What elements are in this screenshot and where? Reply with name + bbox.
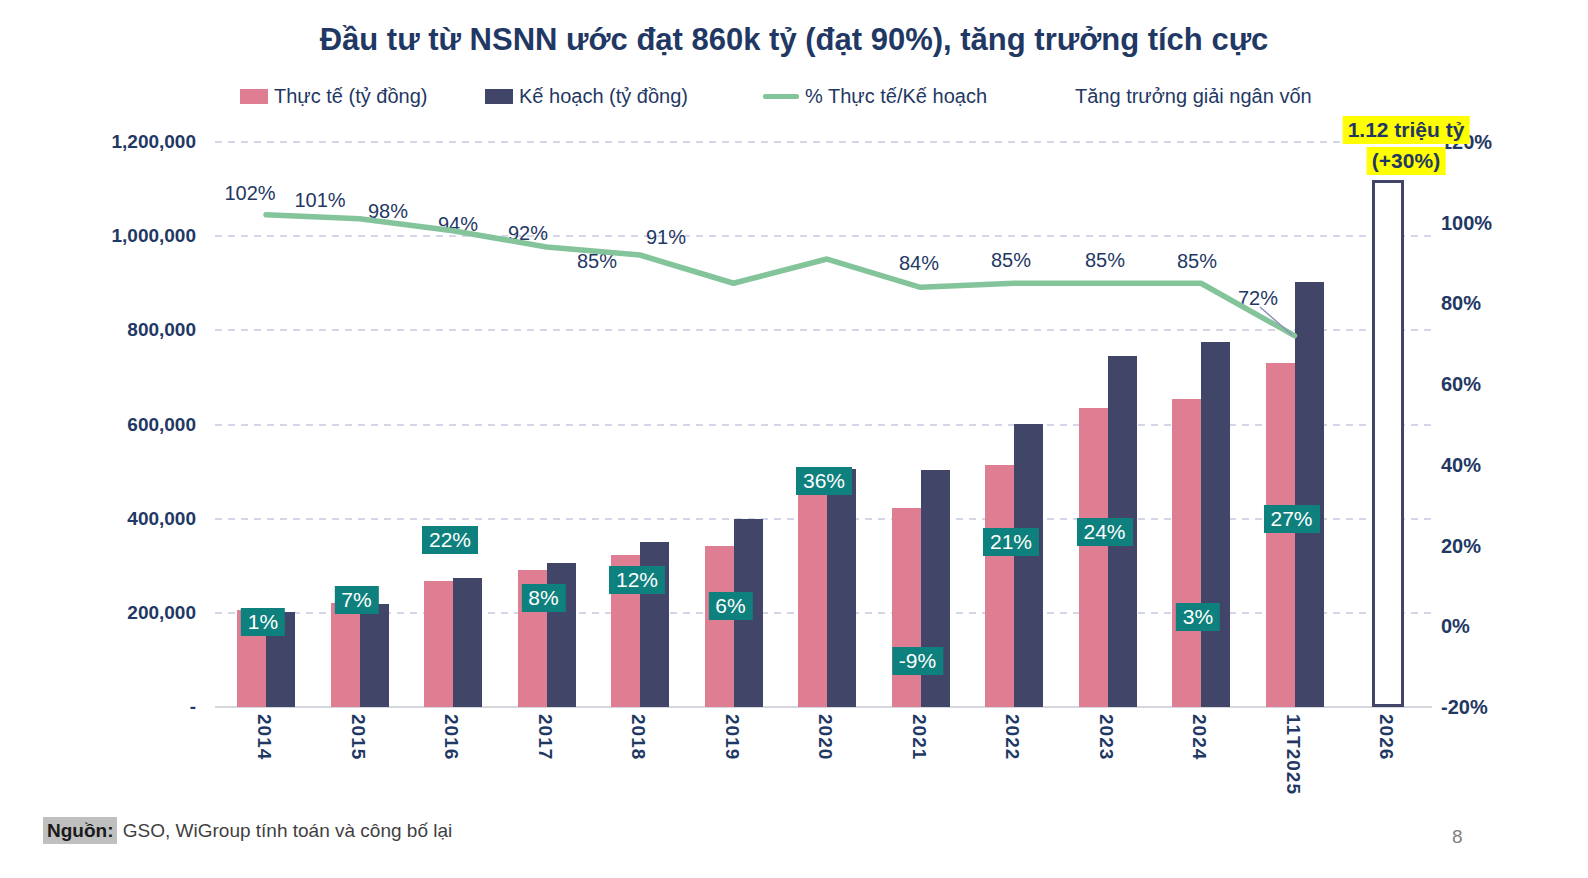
bar-plan-2022 (1014, 424, 1043, 707)
source-text: GSO, WiGroup tính toán và công bố lại (117, 820, 452, 841)
y-axis-right-tick: 20% (1441, 534, 1481, 557)
growth-badge-2021: -9% (892, 647, 943, 675)
bar-plan-2016 (453, 578, 482, 707)
x-axis-label-2021: 2021 (908, 714, 930, 760)
y-axis-right-tick: 80% (1441, 292, 1481, 315)
y-axis-left-tick: - (56, 696, 196, 718)
ratio-label-2015: 101% (294, 189, 345, 212)
bar-plan-2024 (1201, 342, 1230, 707)
x-axis-label-2020: 2020 (814, 714, 836, 760)
y-axis-left-tick: 600,000 (56, 414, 196, 436)
y-axis-right-tick: 60% (1441, 373, 1481, 396)
x-axis-label-2014: 2014 (253, 714, 275, 760)
bar-actual-2016 (424, 581, 453, 707)
x-axis-label-2022: 2022 (1001, 714, 1023, 760)
growth-badge-2018: 12% (609, 566, 665, 594)
ratio-label-2017: 94% (438, 213, 478, 236)
growth-badge-11T2025: 27% (1263, 505, 1319, 533)
x-axis-label-2018: 2018 (627, 714, 649, 760)
bar-actual-2022 (985, 465, 1014, 707)
growth-badge-2020: 36% (796, 467, 852, 495)
slide: Đầu tư từ NSNN ước đạt 860k tỷ (đạt 90%)… (0, 0, 1588, 878)
y-axis-right-tick: 0% (1441, 615, 1470, 638)
x-axis-label-2024: 2024 (1188, 714, 1210, 760)
growth-badge-2019: 6% (708, 592, 752, 620)
ratio-label-2014: 102% (224, 182, 275, 205)
legend-label-actual: Thực tế (tỷ đồng) (274, 85, 427, 108)
growth-badge-2016: 22% (422, 526, 478, 554)
ratio-label-2021: 84% (899, 252, 939, 275)
source-label: Nguồn: (43, 817, 117, 844)
legend-label-growth-note: Tăng trưởng giải ngân vốn (1075, 84, 1312, 108)
x-axis-label-2023: 2023 (1095, 714, 1117, 760)
growth-badge-2022: 21% (983, 528, 1039, 556)
gridline (215, 141, 1432, 143)
bar-plan-outline-2026 (1372, 180, 1404, 707)
bar-plan-2015 (360, 604, 389, 707)
ratio-label-2020: 91% (646, 226, 686, 249)
ratio-label-2019: 85% (577, 250, 617, 273)
y-axis-left-tick: 800,000 (56, 319, 196, 341)
legend-item-ratio: % Thực tế/Kế hoạch (763, 84, 987, 108)
ratio-label-2022: 85% (991, 249, 1031, 272)
gridline (215, 329, 1432, 331)
y-axis-right-tick: 100% (1441, 211, 1492, 234)
page-number: 8 (1452, 826, 1463, 848)
bar-actual-2020 (798, 489, 827, 707)
ratio-label-2018: 92% (508, 222, 548, 245)
legend-swatch-plan (485, 89, 513, 104)
legend-item-actual: Thực tế (tỷ đồng) (240, 84, 427, 108)
y-axis-right-tick: -20% (1441, 696, 1488, 719)
bar-actual-2015 (331, 603, 360, 707)
y-axis-left-tick: 1,000,000 (56, 225, 196, 247)
x-axis-label-2026: 2026 (1375, 714, 1397, 760)
ratio-line (266, 215, 1295, 336)
bar-actual-2019 (705, 546, 734, 707)
target-annotation: 1.12 triệu tỷ (+30%) (1343, 116, 1470, 175)
y-axis-left-tick: 1,200,000 (56, 131, 196, 153)
x-axis-label-2016: 2016 (440, 714, 462, 760)
gridline (215, 235, 1432, 237)
y-axis-left-tick: 400,000 (56, 508, 196, 530)
bar-actual-2024 (1172, 399, 1201, 707)
annotation-growth: (+30%) (1367, 147, 1445, 175)
bar-plan-11T2025 (1295, 282, 1324, 707)
x-axis-label-2017: 2017 (534, 714, 556, 760)
growth-badge-2017: 8% (521, 584, 565, 612)
x-axis-label-2019: 2019 (721, 714, 743, 760)
x-axis-label-11T2025: 11T2025 (1282, 714, 1304, 795)
x-axis-label-2015: 2015 (347, 714, 369, 760)
growth-badge-2014: 1% (241, 608, 285, 636)
annotation-value: 1.12 triệu tỷ (1343, 116, 1470, 144)
bar-actual-2023 (1079, 408, 1108, 707)
legend-label-plan: Kế hoạch (tỷ đồng) (519, 85, 688, 108)
y-axis-left-tick: 200,000 (56, 602, 196, 624)
bar-actual-11T2025 (1266, 363, 1295, 707)
growth-badge-2024: 3% (1176, 603, 1220, 631)
ratio-label-2023: 85% (1085, 249, 1125, 272)
legend-label-ratio: % Thực tế/Kế hoạch (805, 85, 987, 108)
chart-title: Đầu tư từ NSNN ước đạt 860k tỷ (đạt 90%)… (0, 22, 1588, 58)
growth-badge-2015: 7% (334, 586, 378, 614)
legend-swatch-ratio-line (763, 94, 799, 99)
gridline (215, 424, 1432, 426)
ratio-label-11T2025: 72% (1238, 287, 1278, 310)
legend-item-plan: Kế hoạch (tỷ đồng) (485, 84, 688, 108)
bar-plan-2020 (827, 469, 856, 707)
y-axis-right-tick: 40% (1441, 453, 1481, 476)
bar-actual-2021 (892, 508, 921, 707)
legend-swatch-actual (240, 89, 268, 104)
ratio-label-2024: 85% (1177, 250, 1217, 273)
source-note: Nguồn: GSO, WiGroup tính toán và công bố… (43, 820, 452, 842)
growth-badge-2023: 24% (1076, 518, 1132, 546)
ratio-label-2016: 98% (368, 200, 408, 223)
